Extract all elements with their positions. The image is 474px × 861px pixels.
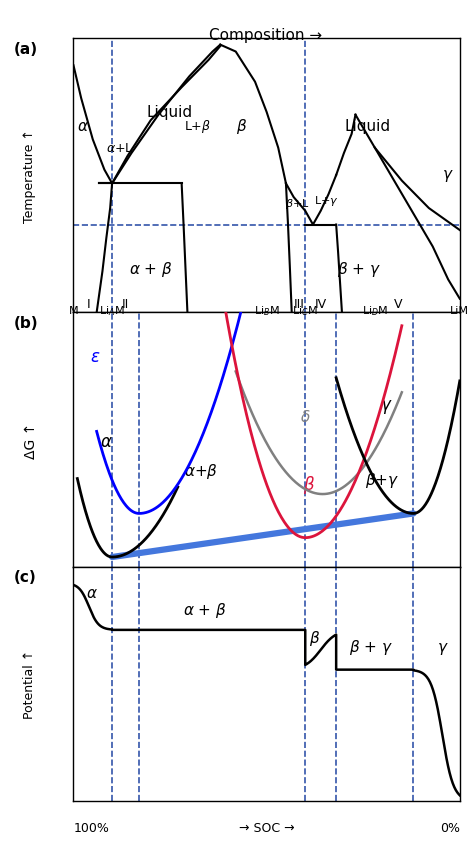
Text: $\alpha$ + $\beta$: $\alpha$ + $\beta$ <box>129 260 173 279</box>
Text: I: I <box>87 298 91 311</box>
Text: $\gamma$: $\gamma$ <box>442 168 454 184</box>
Text: Li$_A$M: Li$_A$M <box>100 304 125 318</box>
Text: L+$\beta$: L+$\beta$ <box>183 118 210 135</box>
Text: III: III <box>294 298 305 311</box>
Text: $\alpha$+$\beta$: $\alpha$+$\beta$ <box>184 461 218 480</box>
Text: IV: IV <box>315 298 327 311</box>
Text: Li$_D$M: Li$_D$M <box>362 304 388 318</box>
Text: II: II <box>122 298 129 311</box>
Text: Li$_B$M: Li$_B$M <box>254 304 280 318</box>
Text: $\beta$+L: $\beta$+L <box>285 196 310 210</box>
Text: $\beta$ + $\gamma$: $\beta$ + $\gamma$ <box>337 260 381 279</box>
Text: $\alpha$: $\alpha$ <box>100 432 113 450</box>
Text: $\beta$: $\beta$ <box>236 117 247 136</box>
Text: → SOC →: → SOC → <box>239 821 294 834</box>
Text: $\beta$ + $\gamma$: $\beta$ + $\gamma$ <box>349 637 393 656</box>
Text: $\beta$: $\beta$ <box>303 474 315 496</box>
Text: L+$\gamma$: L+$\gamma$ <box>314 194 339 208</box>
Text: $\varepsilon$: $\varepsilon$ <box>90 348 100 365</box>
Text: Composition →: Composition → <box>209 28 322 42</box>
Text: 0%: 0% <box>440 821 460 834</box>
Text: $\beta$+$\gamma$: $\beta$+$\gamma$ <box>365 471 400 490</box>
Text: Li$_C$M: Li$_C$M <box>292 304 318 318</box>
Text: (b): (b) <box>14 316 38 331</box>
Text: M: M <box>69 306 78 315</box>
Text: Liquid: Liquid <box>147 105 193 121</box>
Text: Temperature ↑: Temperature ↑ <box>23 129 36 223</box>
Text: Liquid: Liquid <box>344 119 390 134</box>
Text: V: V <box>394 298 402 311</box>
Text: LiM: LiM <box>450 306 469 315</box>
Text: $\alpha$ + $\beta$: $\alpha$ + $\beta$ <box>183 600 227 619</box>
Text: $\alpha$+L: $\alpha$+L <box>106 142 134 155</box>
Text: Potential ↑: Potential ↑ <box>23 649 36 718</box>
Text: $\alpha$: $\alpha$ <box>77 119 89 134</box>
Text: 100%: 100% <box>73 821 109 834</box>
Text: $\gamma$: $\gamma$ <box>437 641 448 656</box>
Text: $\alpha$: $\alpha$ <box>86 585 98 600</box>
Text: $\delta$: $\delta$ <box>300 409 310 425</box>
Text: ΔG ↑: ΔG ↑ <box>24 422 38 458</box>
Text: $\gamma$: $\gamma$ <box>380 398 392 416</box>
Text: (a): (a) <box>14 41 38 57</box>
Text: $\beta$: $\beta$ <box>309 628 320 647</box>
Text: (c): (c) <box>14 569 36 585</box>
